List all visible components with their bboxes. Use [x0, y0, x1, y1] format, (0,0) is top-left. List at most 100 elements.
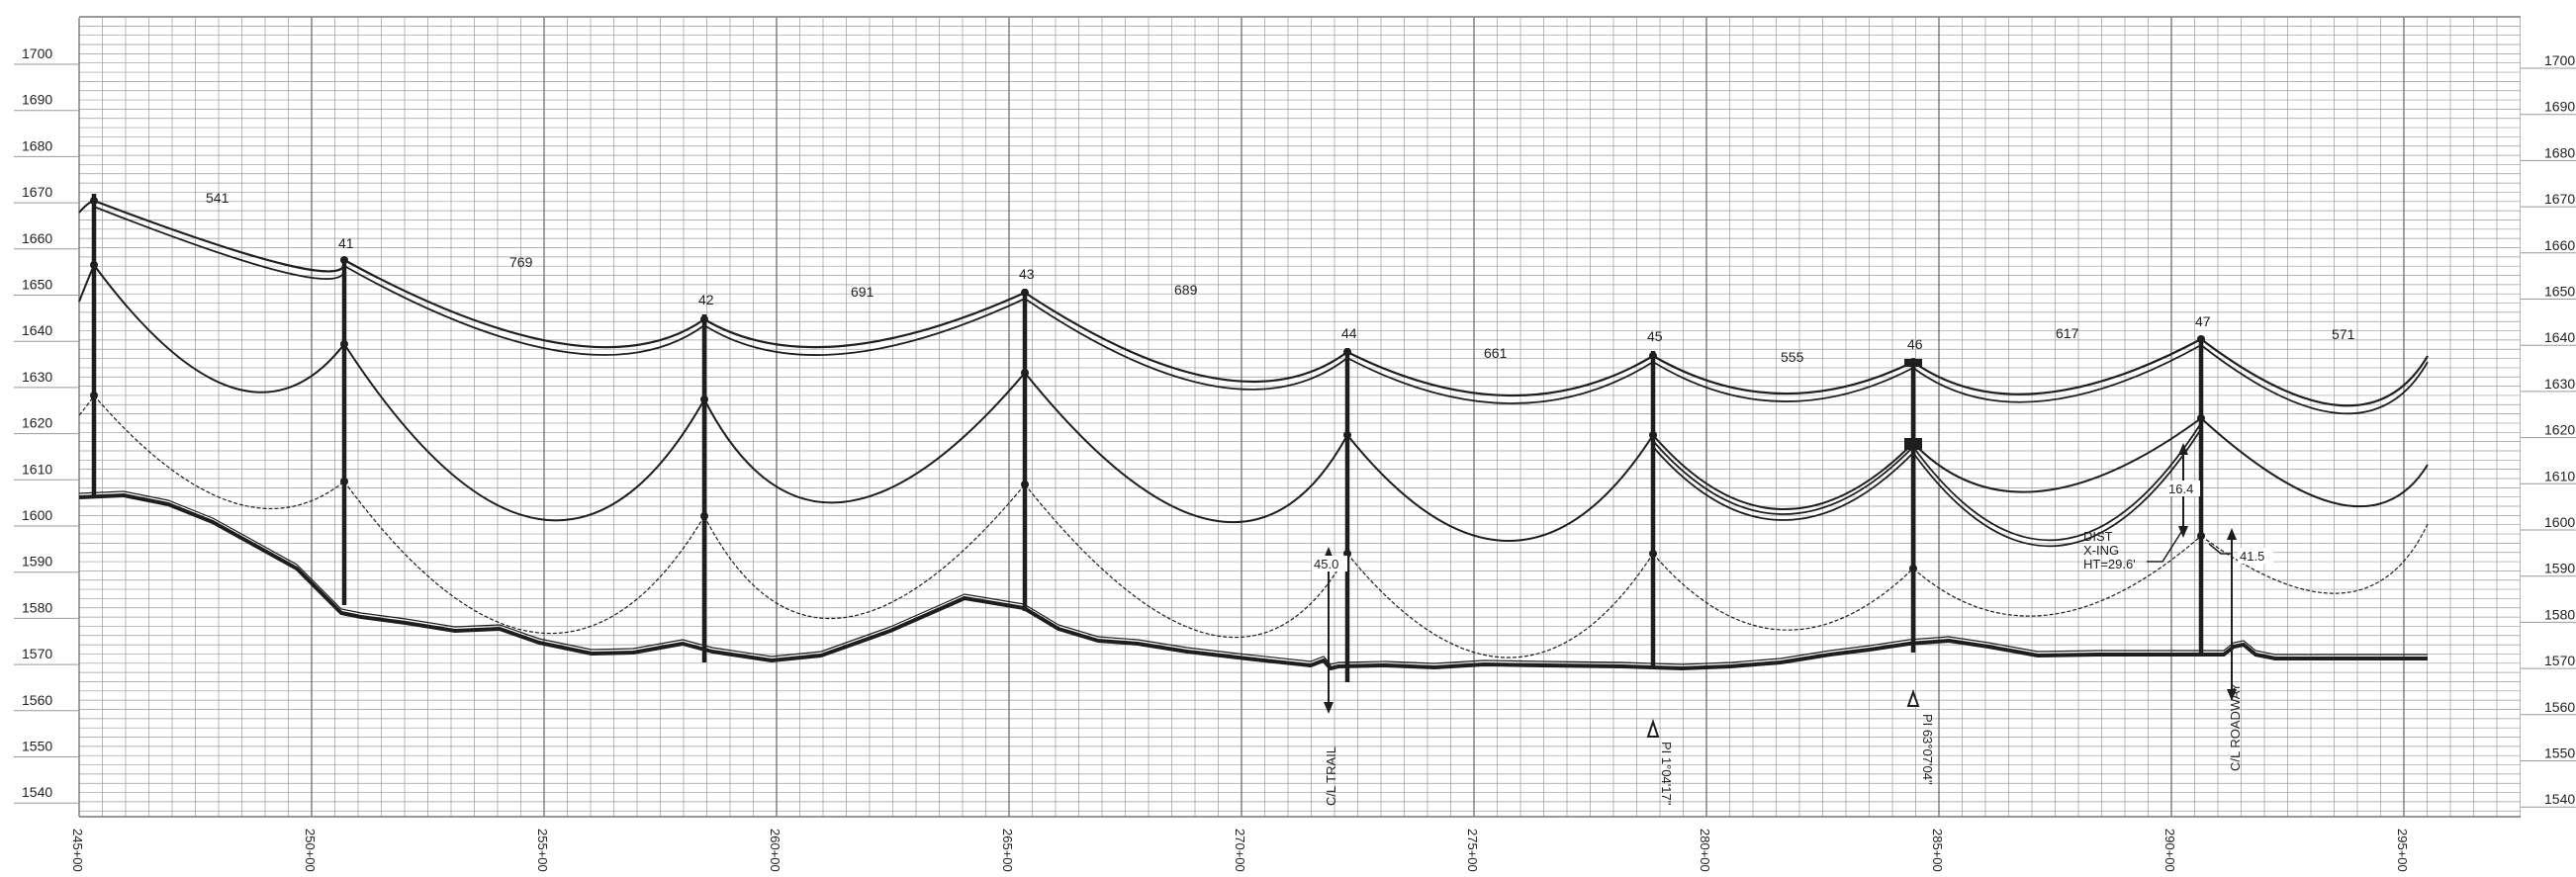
station-label: 280+00: [1698, 829, 1712, 872]
elevation-label-right: 1580: [2544, 606, 2575, 622]
conductor-upper: [1024, 292, 1348, 384]
conductor-upper-second: [1024, 298, 1348, 391]
elevation-label-right: 1610: [2544, 468, 2575, 483]
tower-structure: 41: [338, 235, 354, 605]
crossing-distance-value: 16.4: [2168, 482, 2193, 496]
tower-number: 47: [2195, 313, 2211, 329]
station-label: 285+00: [1930, 829, 1945, 872]
conductor-lower: [2200, 523, 2429, 594]
roadway-centerline-label: C/L ROADWAY: [2228, 683, 2243, 771]
tower-structure: 47: [2195, 313, 2211, 656]
trail-clearance-value: 45.0: [1314, 557, 1338, 571]
conductor-lower: [1024, 483, 1348, 639]
conductor-upper-second: [703, 298, 1026, 356]
conductor-upper: [1912, 338, 2202, 395]
crossing-leader: [2147, 528, 2184, 563]
conductor-upper-second: [1912, 344, 2202, 403]
crossing-xing-label: X-ING: [2083, 543, 2119, 558]
arrow-up-icon: [2227, 528, 2237, 540]
conductor-bundle: [1652, 446, 1914, 521]
insulator-attachment-icon: [340, 256, 348, 264]
triangle-marker-icon: [1906, 689, 1920, 707]
left-elevation-axis: 1700 1690 1680 1670 1660 1650 1640 1630 1620 1610…: [14, 45, 79, 804]
ground-line: [78, 493, 2428, 670]
elevation-label-right: 1650: [2544, 284, 2575, 300]
elevation-label-right: 1670: [2544, 191, 2575, 207]
conductor-middle: [2200, 417, 2429, 508]
insulator-attachment-icon: [1021, 289, 1029, 297]
conductor-upper: [343, 259, 705, 349]
elevation-label-left: 1650: [22, 277, 52, 293]
insulator-attachment-icon: [90, 197, 98, 205]
elevation-label-left: 1680: [22, 137, 52, 153]
elevation-label-left: 1620: [22, 415, 52, 431]
elevation-label-right: 1630: [2544, 376, 2575, 392]
tower-structure: 45: [1647, 328, 1663, 667]
insulator-attachment-icon: [700, 315, 708, 323]
station-label: 295+00: [2395, 829, 2410, 872]
crossarm-icon: [1904, 438, 1922, 450]
arrow-down-icon: [1324, 702, 1334, 714]
pi-45: PI 1°04'17": [1646, 718, 1674, 806]
elevation-label-left: 1610: [22, 461, 52, 477]
tower-number: 41: [338, 235, 354, 251]
span-length-labels: 541 769 691 689 661 555 617 571: [206, 190, 2355, 365]
elevation-label-right: 1600: [2544, 514, 2575, 530]
elevation-label-left: 1580: [22, 599, 52, 615]
elevation-label-right: 1590: [2544, 561, 2575, 576]
conductor-lower: [1652, 553, 1914, 631]
pi-45-angle: PI 1°04'17": [1659, 742, 1674, 806]
conductor-middle: [93, 264, 345, 394]
insulator-attachment-icon: [1021, 369, 1029, 377]
elevation-label-left: 1590: [22, 554, 52, 570]
tower-structure: [90, 194, 98, 497]
insulator-attachment-icon: [340, 478, 348, 485]
ground-profile: [78, 490, 2428, 670]
arrow-down-icon: [2227, 689, 2237, 701]
crossing-dist-label: DIST: [2083, 529, 2113, 544]
arrow-up-icon: [2178, 443, 2188, 455]
conductor-middle: [343, 343, 705, 522]
tower-number: 43: [1019, 266, 1035, 282]
station-label: 275+00: [1465, 829, 1480, 872]
span-length: 769: [509, 254, 533, 270]
grid-major-lines: [78, 16, 2521, 818]
station-axis: 245+00 250+00 255+00 260+00 265+00 270+00 275+…: [70, 829, 2410, 872]
conductor-middle: [1024, 372, 1348, 524]
station-label: 250+00: [303, 829, 318, 872]
elevation-label-right: 1620: [2544, 422, 2575, 438]
insulator-attachment-icon: [1343, 431, 1351, 439]
tower-structures: 41 42 43 44 45 46 47: [90, 194, 2211, 682]
arrow-down-icon: [2178, 526, 2188, 538]
insulator-attachment-icon: [1649, 550, 1657, 558]
elevation-label-right: 1550: [2544, 745, 2575, 761]
conductor-middle: [1652, 434, 1914, 511]
station-label: 270+00: [1233, 829, 1247, 872]
conductor-bundle: [1912, 428, 2202, 548]
conductor-upper-second: [1652, 361, 1914, 402]
station-label: 290+00: [2162, 829, 2177, 872]
conductor-lower: [703, 483, 1026, 620]
station-label: 255+00: [535, 829, 550, 872]
crossarm-icon: [1904, 359, 1922, 367]
conductor-upper-second: [343, 265, 705, 356]
insulator-attachment-icon: [2197, 532, 2205, 540]
span-length: 661: [1484, 345, 1508, 361]
conductor-upper-second: [2200, 344, 2429, 415]
tower-number: 44: [1341, 325, 1357, 341]
elevation-label-left: 1670: [22, 184, 52, 200]
right-elevation-axis: 1700 1690 1680 1670 1660 1650 1640 1630 1620 1610…: [2521, 52, 2576, 808]
tower-number: 45: [1647, 328, 1663, 344]
conductor-upper-second: [1346, 357, 1654, 404]
conductor-upper-second: [93, 206, 346, 280]
span-length: 571: [2332, 326, 2355, 342]
span-length: 541: [206, 190, 230, 206]
trail-centerline-label: C/L TRAIL: [1324, 746, 1338, 806]
station-label: 260+00: [768, 829, 782, 872]
insulator-attachment-icon: [1021, 481, 1029, 488]
elevation-label-left: 1550: [22, 739, 52, 754]
elevation-label-left: 1600: [22, 507, 52, 523]
span-length: 617: [2056, 325, 2079, 341]
elevation-label-right: 1640: [2544, 329, 2575, 345]
roadway-clearance-leader: [2208, 543, 2232, 555]
